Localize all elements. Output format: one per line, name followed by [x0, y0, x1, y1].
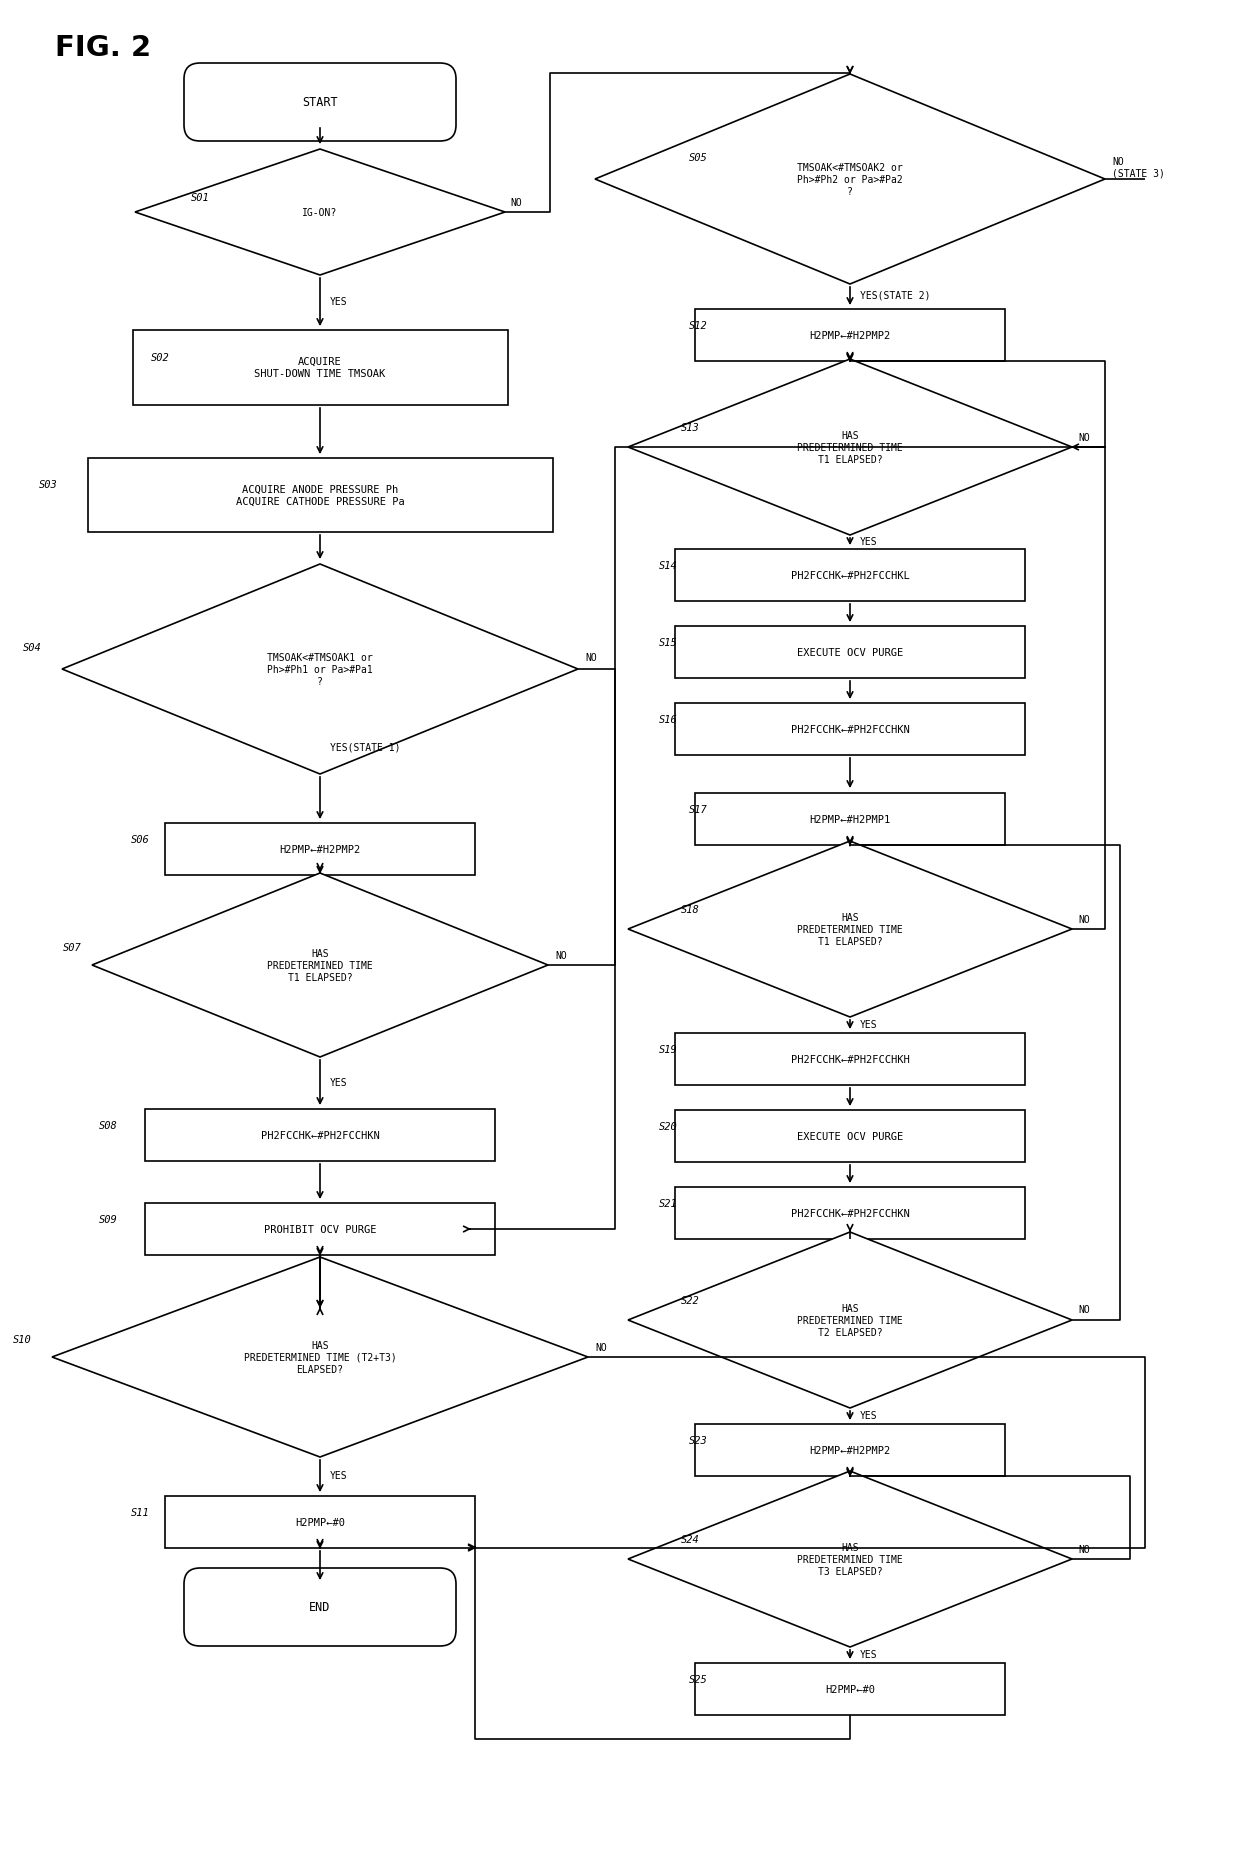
FancyBboxPatch shape: [184, 1567, 456, 1645]
Text: YES: YES: [861, 1409, 878, 1421]
Text: S10: S10: [14, 1335, 32, 1344]
Text: YES: YES: [861, 1649, 878, 1658]
Text: S05: S05: [689, 152, 708, 163]
Text: S06: S06: [131, 834, 150, 845]
Text: NO: NO: [510, 199, 522, 208]
Text: S04: S04: [24, 643, 42, 652]
Text: S13: S13: [681, 423, 701, 433]
Text: NO: NO: [595, 1343, 606, 1352]
Polygon shape: [627, 1233, 1073, 1408]
Text: S24: S24: [681, 1534, 701, 1545]
Bar: [675, 626, 1025, 678]
Text: S16: S16: [660, 715, 678, 724]
Text: S03: S03: [40, 479, 58, 490]
Bar: [165, 1497, 475, 1549]
Text: ACQUIRE
SHUT-DOWN TIME TMSOAK: ACQUIRE SHUT-DOWN TIME TMSOAK: [254, 357, 386, 379]
Text: YES(STATE 2): YES(STATE 2): [861, 292, 930, 301]
Bar: [675, 550, 1025, 602]
Text: PH2FCCHK←#PH2FCCHKN: PH2FCCHK←#PH2FCCHKN: [260, 1131, 379, 1140]
Bar: [675, 1187, 1025, 1239]
Polygon shape: [62, 565, 578, 774]
Text: HAS
PREDETERMINED TIME
T2 ELAPSED?: HAS PREDETERMINED TIME T2 ELAPSED?: [797, 1304, 903, 1337]
Text: START: START: [303, 97, 337, 110]
Polygon shape: [627, 1471, 1073, 1647]
Text: H2PMP←#0: H2PMP←#0: [825, 1684, 875, 1694]
Text: HAS
PREDETERMINED TIME
T3 ELAPSED?: HAS PREDETERMINED TIME T3 ELAPSED?: [797, 1543, 903, 1577]
Text: IG-ON?: IG-ON?: [303, 208, 337, 217]
Text: YES: YES: [330, 1471, 347, 1480]
Bar: [675, 704, 1025, 756]
Text: S09: S09: [99, 1214, 118, 1224]
Bar: [694, 1664, 1004, 1716]
Text: S14: S14: [660, 561, 678, 570]
Text: S21: S21: [660, 1198, 678, 1209]
Text: S20: S20: [660, 1122, 678, 1131]
Text: YES: YES: [330, 1077, 347, 1088]
Text: H2PMP←#H2PMP1: H2PMP←#H2PMP1: [810, 815, 890, 825]
Text: NO
(STATE 3): NO (STATE 3): [1112, 158, 1164, 178]
Text: S23: S23: [689, 1435, 708, 1445]
Text: TMSOAK<#TMSOAK1 or
Ph>#Ph1 or Pa>#Pa1
?: TMSOAK<#TMSOAK1 or Ph>#Ph1 or Pa>#Pa1 ?: [267, 654, 373, 687]
Text: S12: S12: [689, 321, 708, 331]
Text: EXECUTE OCV PURGE: EXECUTE OCV PURGE: [797, 1131, 903, 1142]
Polygon shape: [627, 841, 1073, 1018]
Text: S15: S15: [660, 637, 678, 648]
Text: YES(STATE 1): YES(STATE 1): [330, 743, 401, 752]
Text: ACQUIRE ANODE PRESSURE Ph
ACQUIRE CATHODE PRESSURE Pa: ACQUIRE ANODE PRESSURE Ph ACQUIRE CATHOD…: [236, 485, 404, 507]
Bar: [694, 1424, 1004, 1476]
Bar: [133, 331, 507, 405]
Text: YES: YES: [330, 297, 347, 306]
Polygon shape: [627, 360, 1073, 535]
Text: S17: S17: [689, 804, 708, 815]
Text: PH2FCCHK←#PH2FCCHKL: PH2FCCHK←#PH2FCCHKL: [791, 570, 909, 581]
Text: PH2FCCHK←#PH2FCCHKN: PH2FCCHK←#PH2FCCHKN: [791, 1209, 909, 1218]
Text: S11: S11: [131, 1508, 150, 1517]
Text: NO: NO: [1078, 433, 1090, 442]
Text: S19: S19: [660, 1044, 678, 1055]
Text: NO: NO: [1078, 1304, 1090, 1315]
Text: H2PMP←#H2PMP2: H2PMP←#H2PMP2: [810, 1445, 890, 1456]
Bar: [694, 793, 1004, 845]
Text: H2PMP←#H2PMP2: H2PMP←#H2PMP2: [810, 331, 890, 342]
Text: HAS
PREDETERMINED TIME
T1 ELAPSED?: HAS PREDETERMINED TIME T1 ELAPSED?: [797, 914, 903, 945]
Text: S01: S01: [191, 193, 210, 202]
Text: S18: S18: [681, 904, 701, 914]
Text: S25: S25: [689, 1675, 708, 1684]
Text: YES: YES: [861, 1019, 878, 1029]
Text: FIG. 2: FIG. 2: [55, 33, 151, 61]
Text: H2PMP←#H2PMP2: H2PMP←#H2PMP2: [279, 845, 361, 854]
Text: NO: NO: [585, 652, 596, 663]
Text: PH2FCCHK←#PH2FCCHKH: PH2FCCHK←#PH2FCCHKH: [791, 1055, 909, 1064]
Polygon shape: [135, 150, 505, 277]
Polygon shape: [52, 1257, 588, 1458]
Text: PH2FCCHK←#PH2FCCHKN: PH2FCCHK←#PH2FCCHKN: [791, 724, 909, 735]
Text: NO: NO: [1078, 914, 1090, 925]
Text: S08: S08: [99, 1120, 118, 1131]
Text: S07: S07: [63, 943, 82, 953]
Text: EXECUTE OCV PURGE: EXECUTE OCV PURGE: [797, 648, 903, 657]
Text: S02: S02: [151, 353, 170, 362]
Text: HAS
PREDETERMINED TIME (T2+T3)
ELAPSED?: HAS PREDETERMINED TIME (T2+T3) ELAPSED?: [243, 1341, 397, 1374]
Bar: [165, 823, 475, 875]
Bar: [145, 1109, 495, 1161]
Text: H2PMP←#0: H2PMP←#0: [295, 1517, 345, 1526]
Text: NO: NO: [1078, 1545, 1090, 1554]
Polygon shape: [595, 74, 1105, 284]
FancyBboxPatch shape: [184, 63, 456, 141]
Bar: [145, 1203, 495, 1255]
Text: END: END: [309, 1601, 331, 1614]
Text: HAS
PREDETERMINED TIME
T1 ELAPSED?: HAS PREDETERMINED TIME T1 ELAPSED?: [267, 949, 373, 982]
Text: HAS
PREDETERMINED TIME
T1 ELAPSED?: HAS PREDETERMINED TIME T1 ELAPSED?: [797, 431, 903, 464]
Text: NO: NO: [556, 951, 567, 960]
Text: PROHIBIT OCV PURGE: PROHIBIT OCV PURGE: [264, 1224, 376, 1235]
Text: TMSOAK<#TMSOAK2 or
Ph>#Ph2 or Pa>#Pa2
?: TMSOAK<#TMSOAK2 or Ph>#Ph2 or Pa>#Pa2 ?: [797, 163, 903, 197]
Bar: [694, 310, 1004, 362]
Bar: [675, 1110, 1025, 1162]
Text: YES: YES: [861, 537, 878, 546]
Polygon shape: [92, 873, 548, 1057]
Bar: [675, 1034, 1025, 1084]
Text: S22: S22: [681, 1296, 701, 1305]
Bar: [88, 459, 553, 533]
